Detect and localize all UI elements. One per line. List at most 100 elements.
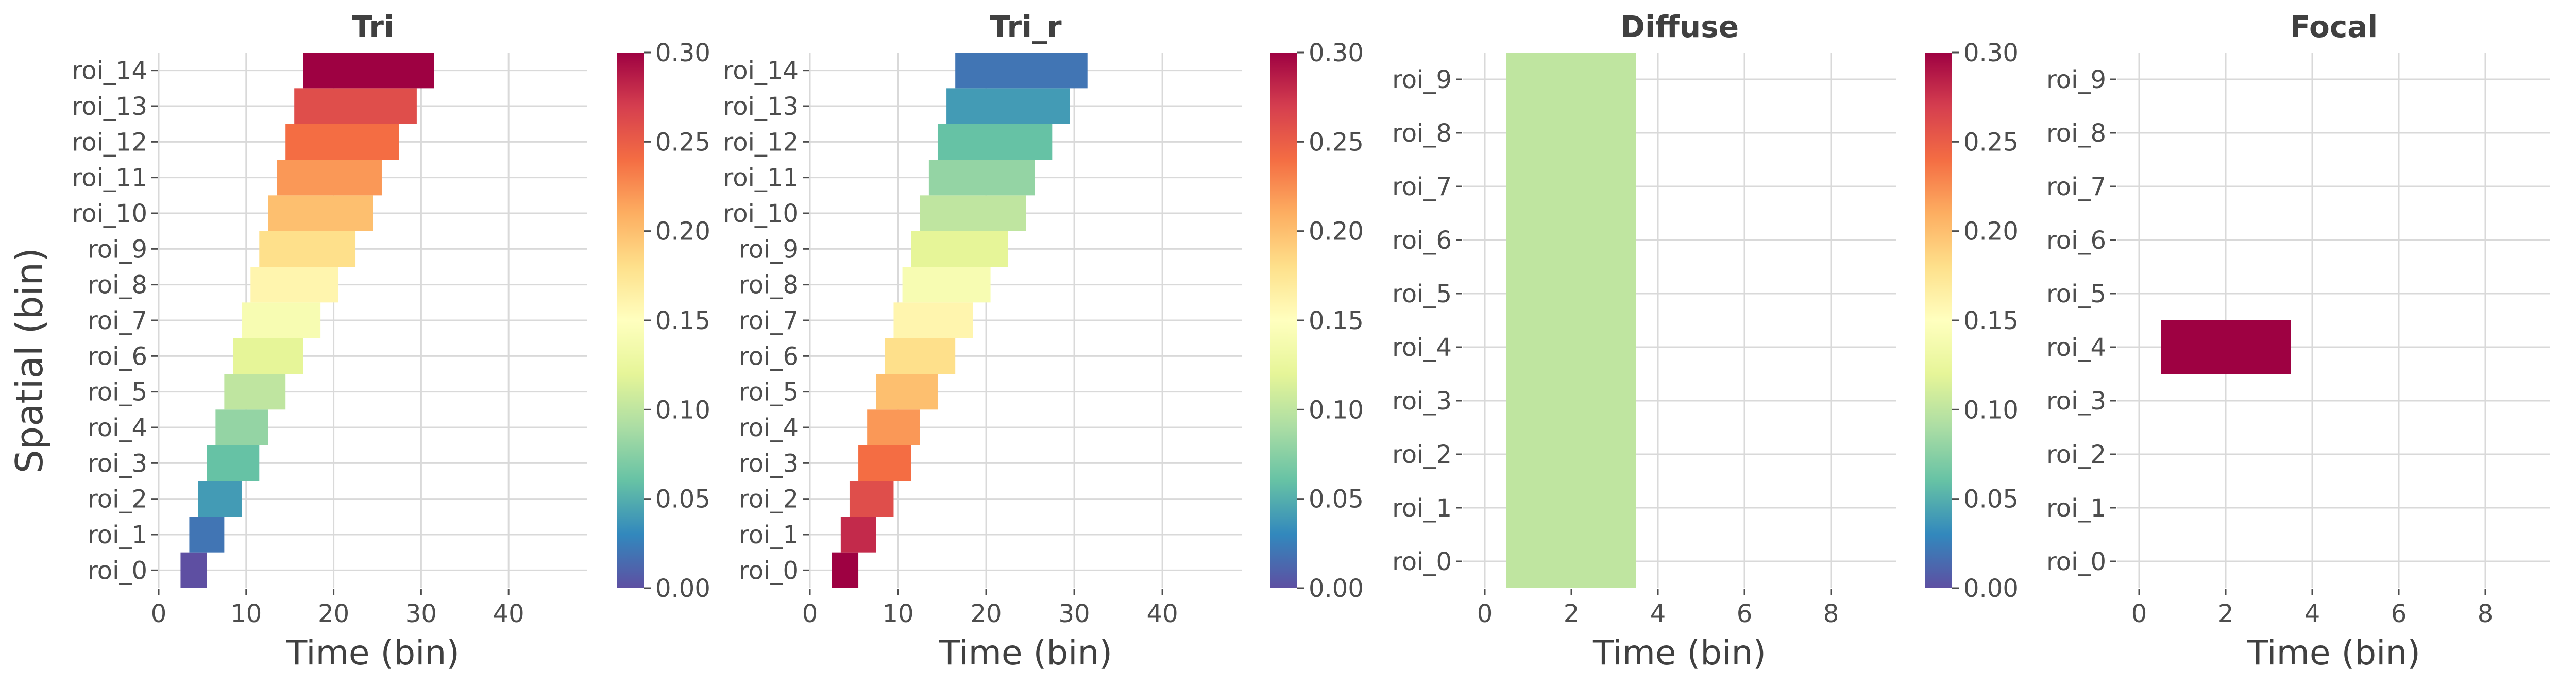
x-tick-label: 10 (230, 599, 262, 628)
y-tick-label: roi_13 (723, 92, 799, 121)
colorbar-tick-label: 0.10 (1309, 396, 1364, 424)
y-axis-label: Spatial (bin) (8, 248, 51, 473)
heatmap-cell-roi_10 (920, 195, 1026, 231)
x-tick-label: 0 (151, 599, 167, 628)
y-tick-label: roi_3 (739, 449, 799, 478)
y-tick-label: roi_11 (72, 164, 147, 193)
heatmap-cell-roi_8 (250, 267, 338, 303)
x-tick-label: 6 (2391, 599, 2407, 628)
y-tick-label: roi_5 (1392, 280, 1452, 308)
x-tick-label: 20 (318, 599, 349, 628)
heatmap-cell-roi_11 (928, 160, 1035, 196)
y-tick-label: roi_2 (1392, 440, 1452, 469)
y-tick-label: roi_10 (72, 199, 147, 228)
y-tick-label: roi_3 (2046, 387, 2106, 416)
heatmap-blocks (1506, 53, 1636, 588)
chart-title: Tri (352, 9, 394, 44)
heatmap-cell-roi_14 (955, 53, 1088, 89)
heatmap-cell-roi_11 (277, 160, 382, 196)
y-tick-label: roi_8 (1392, 119, 1452, 148)
colorbar-tick-label: 0.20 (1309, 217, 1364, 246)
chart-title: Focal (2290, 9, 2378, 44)
heatmap-cell-roi_13 (946, 88, 1070, 124)
y-tick-label: roi_4 (88, 414, 147, 442)
y-tick-label: roi_0 (739, 556, 799, 585)
y-tick-label: roi_13 (72, 92, 147, 121)
colorbar: 0.00 0.05 0.10 0.15 0.20 0.25 0.30 (1270, 39, 1364, 603)
y-tick-label: roi_7 (739, 306, 799, 335)
y-tick-labels: roi_0 roi_1 roi_2 roi_3 roi_4 roi_5 roi_6 roi_7… (72, 57, 158, 585)
heatmap-cell-roi_2 (198, 481, 242, 517)
y-tick-label: roi_9 (1392, 65, 1452, 94)
colorbar-tick-label: 0.25 (1963, 128, 2019, 157)
heatmap-cell-roi_10 (268, 195, 373, 231)
colorbar-tick-label: 0.05 (1963, 485, 2019, 514)
colorbar-tick-label: 0.25 (1309, 128, 1364, 157)
heatmap-cell-roi_14 (303, 53, 434, 89)
x-tick-label: 6 (1737, 599, 1753, 628)
y-tick-label: roi_7 (1392, 173, 1452, 201)
x-tick-label: 4 (1650, 599, 1666, 628)
y-tick-labels: roi_0 roi_1 roi_2 roi_3 roi_4 roi_5 roi_6 roi_7… (723, 57, 809, 585)
heatmap-cell-roi_0 (832, 552, 859, 588)
heatmap-cell-roi_5 (224, 374, 286, 410)
colorbar-tick-label: 0.30 (1309, 39, 1364, 67)
x-tick-label: 2 (2218, 599, 2234, 628)
colorbar-tick-label: 0.20 (1963, 217, 2019, 246)
colorbar-tick-label: 0.00 (1309, 574, 1364, 603)
y-tick-label: roi_2 (88, 485, 147, 514)
colorbar-tick-label: 0.15 (655, 306, 710, 335)
colorbar-tick-label: 0.05 (655, 485, 710, 514)
y-tick-label: roi_4 (739, 414, 799, 442)
x-tick-label: 10 (882, 599, 913, 628)
heatmap-cell-roi_3 (858, 445, 911, 481)
y-tick-label: roi_4 (1392, 333, 1452, 362)
y-tick-label: roi_12 (723, 128, 799, 157)
heatmap-cell-roi_2 (849, 481, 894, 517)
y-tick-label: roi_3 (88, 449, 147, 478)
y-tick-label: roi_9 (88, 235, 147, 264)
y-tick-label: roi_6 (88, 342, 147, 371)
y-tick-labels: roi_0 roi_1 roi_2 roi_3 roi_4 roi_5 roi_6 roi_7… (1392, 65, 1462, 576)
y-tick-label: roi_6 (739, 342, 799, 371)
y-tick-label: roi_14 (72, 57, 147, 85)
y-tick-label: roi_9 (739, 235, 799, 264)
heatmap-cell-roi_12 (937, 124, 1053, 160)
x-tick-label: 8 (1823, 599, 1839, 628)
y-tick-label: roi_8 (739, 271, 799, 300)
heatmap-cell-roi_7 (242, 302, 321, 338)
y-tick-label: roi_0 (1392, 547, 1452, 576)
chart-panel-4: Focal Time (bin) roi_0 roi_1 roi_2 roi_3 roi_4… (2046, 9, 2550, 673)
y-tick-label: roi_14 (723, 57, 799, 85)
chart-title: Tri_r (990, 9, 1062, 44)
colorbar: 0.00 0.05 0.10 0.15 0.20 0.25 0.30 (1925, 39, 2019, 603)
colorbar-gradient (1925, 53, 1952, 588)
colorbar-tick-label: 0.15 (1309, 306, 1364, 335)
y-tick-label: roi_2 (739, 485, 799, 514)
y-tick-label: roi_3 (1392, 387, 1452, 416)
heatmap-cell-roi_9 (259, 231, 356, 267)
x-tick-label: 2 (1564, 599, 1580, 628)
heatmap-cell-roi_5 (876, 374, 938, 410)
y-tick-label: roi_8 (2046, 119, 2106, 148)
y-tick-label: roi_1 (1392, 494, 1452, 523)
heatmap-cell-roi_9 (911, 231, 1008, 267)
heatmap-cell-roi_3 (207, 445, 260, 481)
y-tick-label: roi_10 (723, 199, 799, 228)
y-tick-label: roi_1 (2046, 494, 2106, 523)
x-tick-labels: 0 10 20 30 40 (151, 589, 524, 628)
y-tick-label: roi_8 (88, 271, 147, 300)
colorbar: 0.00 0.05 0.10 0.15 0.20 0.25 0.30 (617, 39, 710, 603)
colorbar-tick-label: 0.20 (655, 217, 710, 246)
heatmap-blocks (180, 53, 434, 588)
y-tick-label: roi_4 (2046, 333, 2106, 362)
y-tick-label: roi_12 (72, 128, 147, 157)
colorbar-tick-label: 0.30 (1963, 39, 2019, 67)
heatmap-cell-roi_13 (294, 88, 417, 124)
chart-panel-2: Tri_r Time (bin) roi_0 roi_1 roi_2 roi_3 roi_4… (723, 9, 1364, 673)
x-tick-label: 0 (802, 599, 818, 628)
x-tick-label: 40 (1147, 599, 1178, 628)
y-tick-label: roi_0 (2046, 547, 2106, 576)
